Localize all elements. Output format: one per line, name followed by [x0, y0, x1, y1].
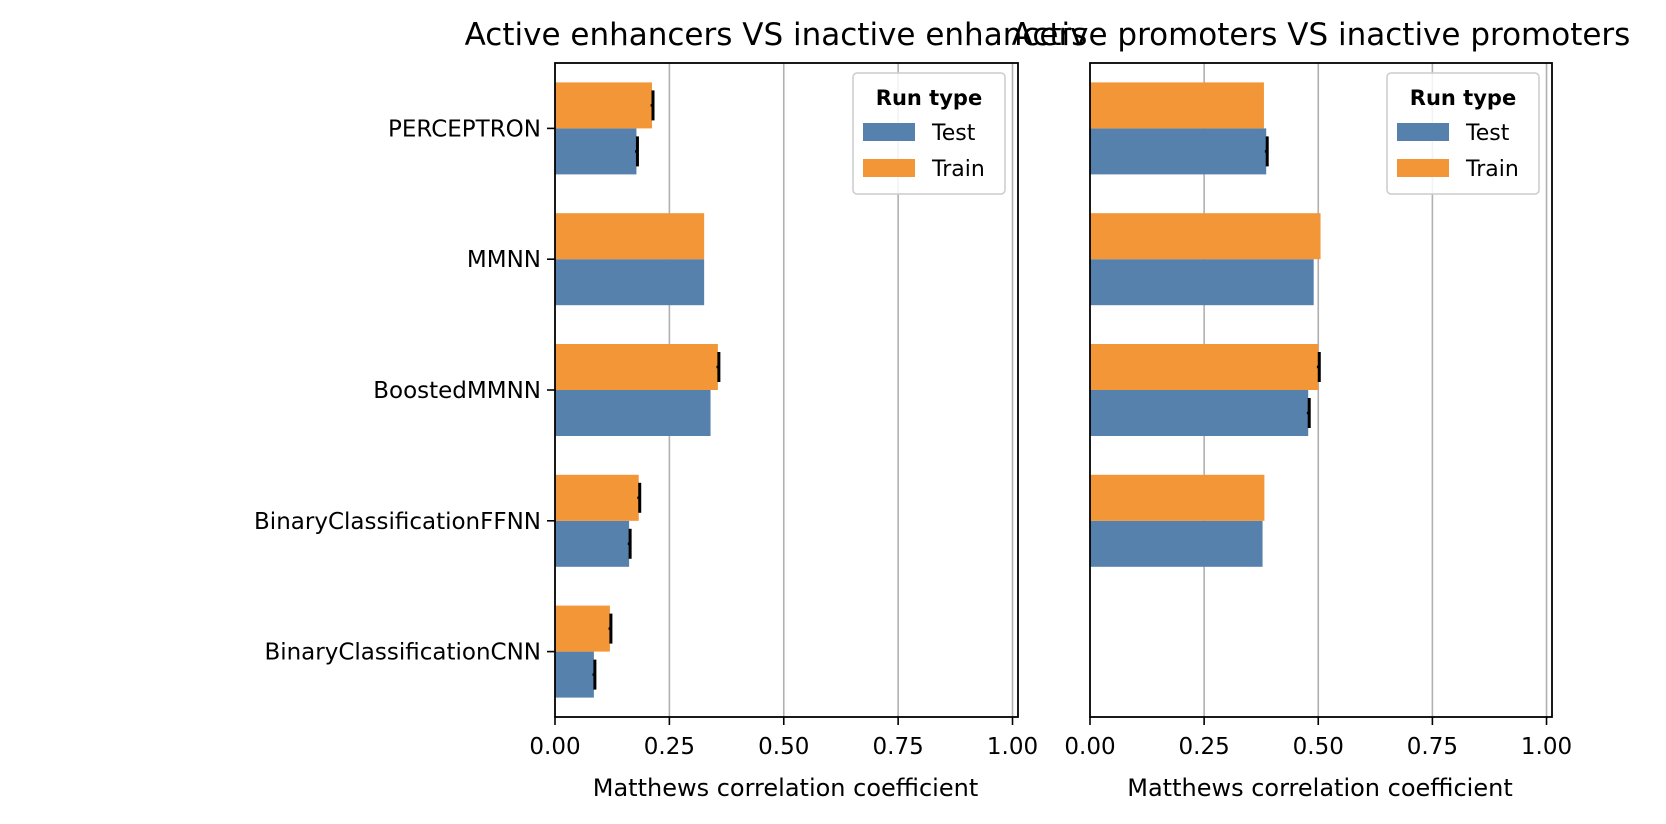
x-tick-label: 0.75	[1407, 734, 1458, 760]
x-axis-label: Matthews correlation coefficient	[593, 774, 978, 802]
bar-train-0	[1090, 82, 1264, 129]
legend-swatch-test	[863, 123, 915, 141]
legend-label: Train	[931, 157, 985, 182]
bar-train-3	[555, 474, 639, 521]
x-axis-label: Matthews correlation coefficient	[1127, 774, 1512, 802]
x-tick-label: 0.00	[1064, 734, 1115, 760]
bar-train-3	[1090, 474, 1265, 521]
bar-train-2	[1090, 344, 1319, 390]
bar-test-1	[1090, 259, 1314, 306]
legend-title: Run type	[1410, 86, 1516, 110]
y-tick-label: BinaryClassificationCNN	[264, 640, 541, 666]
legend-swatch-test	[1397, 123, 1449, 141]
legend-swatch-train	[1397, 159, 1449, 177]
legend-label: Test	[1465, 121, 1510, 146]
y-tick-label: PERCEPTRON	[388, 116, 541, 142]
x-tick-label: 1.00	[1521, 734, 1572, 760]
x-tick-label: 0.50	[758, 734, 809, 760]
axes-frame	[1089, 62, 1553, 718]
x-tick-label: 0.75	[873, 734, 924, 760]
x-tick-label: 0.25	[1179, 734, 1230, 760]
legend: Run type Test Train	[1386, 72, 1540, 195]
bar-test-4	[555, 651, 594, 698]
bar-test-1	[555, 259, 705, 306]
bar-test-2	[1090, 390, 1309, 436]
x-tick-label: 1.00	[987, 734, 1038, 760]
bar-test-0	[1090, 128, 1267, 175]
bar-test-2	[555, 390, 711, 436]
bar-train-4	[555, 605, 610, 652]
x-tick-label: 0.50	[1293, 734, 1344, 760]
legend-label: Test	[931, 121, 976, 146]
y-tick-label: BinaryClassificationFFNN	[254, 509, 541, 535]
bar-test-3	[1090, 520, 1263, 567]
chart-panel-2: 0.00 0.25 0.50 0.75 1.00 Matthews correlation…	[1012, 17, 1631, 802]
bar-test-3	[555, 520, 630, 567]
chart-title: Active enhancers VS inactive enhancers	[465, 17, 1088, 53]
legend: Run type Test Train	[852, 72, 1006, 195]
legend-title: Run type	[876, 86, 982, 110]
bar-train-1	[1090, 213, 1321, 260]
x-tick-label: 0.25	[644, 734, 695, 760]
y-tick-label: BoostedMMNN	[373, 378, 541, 404]
legend-swatch-train	[863, 159, 915, 177]
legend-label: Train	[1465, 157, 1519, 182]
bar-train-1	[555, 213, 705, 260]
chart-title: Active promoters VS inactive promoters	[1012, 17, 1631, 53]
x-tick-label: 0.00	[529, 734, 580, 760]
chart-panel-1: 0.00 0.25 0.50 0.75 1.00 PERCEPTRON MMNN Booste…	[254, 17, 1087, 802]
bar-train-0	[555, 82, 652, 129]
bar-test-0	[555, 128, 637, 175]
y-tick-label: MMNN	[467, 247, 541, 273]
bar-train-2	[555, 344, 718, 390]
